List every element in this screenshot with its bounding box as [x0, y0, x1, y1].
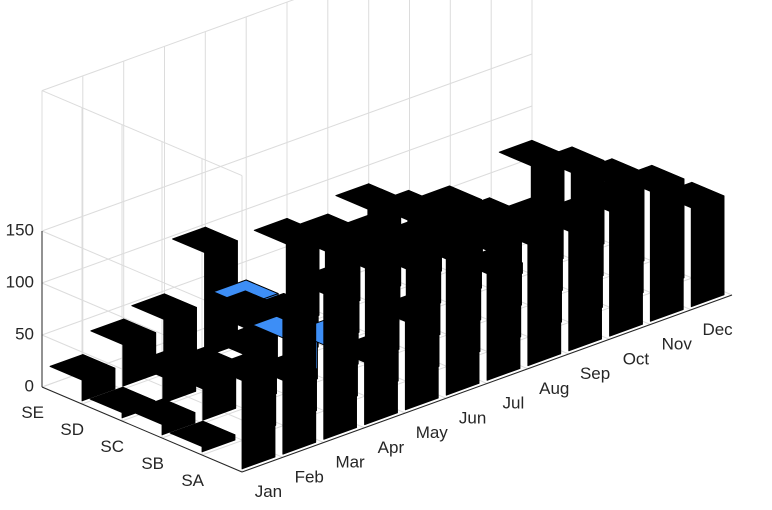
grid-line-top	[41, 0, 295, 92]
labels-layer: Jan Feb Mar Apr May Jun Jul Aug Sep Oct Nov Dec SA SB…	[6, 220, 734, 501]
bar-face-top	[129, 398, 196, 425]
station-tick-label: SB	[141, 454, 164, 473]
bar-face-top	[332, 336, 398, 363]
bar-SA-May	[372, 295, 439, 411]
bar-face-top	[617, 165, 684, 192]
bar-face-top	[169, 420, 236, 448]
bar-face-top	[577, 185, 643, 212]
month-tick-label: Jan	[255, 482, 282, 501]
month-tick-label: Feb	[295, 467, 324, 486]
month-tick-label: Oct	[623, 349, 650, 368]
bar-SA-Jul	[454, 224, 521, 381]
month-tick-label: Mar	[335, 453, 365, 472]
bar-SA-Feb	[250, 293, 317, 455]
bar-SD-Jan	[89, 386, 156, 419]
bar-face-top	[170, 363, 237, 390]
bar-SB-Jan	[169, 420, 236, 453]
month-tick-label: Jul	[503, 394, 525, 413]
value-tick-label: 100	[6, 272, 34, 291]
bar-face-top	[90, 318, 157, 345]
bar-face-top	[209, 354, 276, 381]
grid-line-top	[41, 90, 243, 177]
bar-SA-Apr	[332, 336, 398, 426]
bar-SA-Aug	[495, 204, 562, 367]
station-axis-line	[41, 386, 243, 473]
bar-face-top	[250, 293, 317, 320]
month-tick-label: Sep	[580, 364, 610, 383]
month-tick-label: Dec	[702, 320, 733, 339]
month-tick-label: Jun	[459, 408, 486, 427]
bar-SA-Dec	[658, 181, 725, 308]
bar-face-top	[538, 146, 605, 173]
bar-face-top	[374, 221, 441, 248]
bar-SA-Nov	[617, 165, 684, 322]
bar-face-top	[658, 181, 725, 209]
month-axis-line	[241, 294, 733, 473]
bar-face-top	[291, 267, 357, 295]
station-tick-label: SD	[60, 420, 84, 439]
bar-SE-Jan	[49, 354, 116, 402]
bar-face-top	[49, 354, 116, 381]
month-tick-label: May	[416, 423, 449, 442]
bar-face-top	[211, 301, 277, 328]
month-tick-label: Apr	[378, 438, 405, 457]
station-tick-label: SA	[181, 471, 204, 490]
month-tick-label: Aug	[539, 379, 569, 398]
bar-SA-Sep	[536, 205, 602, 352]
bar-SA-Jan	[209, 354, 276, 470]
bar-SA-Jun	[413, 213, 480, 396]
bar-face-top	[131, 293, 197, 320]
bar-face-top	[454, 224, 521, 251]
month-tick-label: Nov	[662, 335, 693, 354]
bar-face-top	[210, 328, 277, 355]
bars-layer	[49, 139, 725, 470]
value-tick-label: 0	[25, 376, 34, 395]
station-tick-label: SE	[21, 403, 44, 422]
value-tick-label: 150	[6, 220, 34, 239]
bar-face-top	[372, 295, 439, 322]
station-tick-label: SC	[100, 437, 124, 456]
bar-face-top	[89, 386, 156, 414]
bar-face-top	[536, 205, 602, 232]
bar-face-top	[413, 213, 480, 240]
value-tick-label: 50	[15, 324, 34, 343]
bar-face-top	[130, 351, 197, 378]
bar-face-top	[172, 226, 238, 254]
bar-SC-Jan	[129, 398, 196, 436]
bar-face-top	[373, 243, 440, 270]
bar-SA-Oct	[577, 185, 643, 337]
